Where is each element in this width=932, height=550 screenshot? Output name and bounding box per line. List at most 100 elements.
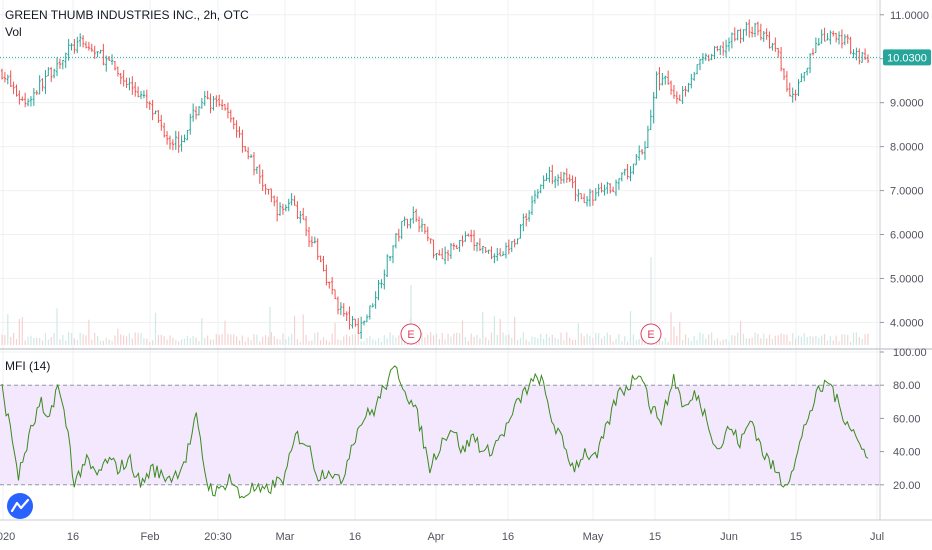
volume-bar [514,316,516,345]
volume-bar [734,335,736,345]
volume-bar [7,314,9,345]
volume-bar [180,339,183,345]
volume-bar [117,328,119,345]
volume-bar [308,341,310,345]
time-axis[interactable]: 2020 16 Feb 20:30 Mar 16 Apr 16 May 15 Jun 15 Jul [0,531,884,543]
volume-bar [140,333,142,345]
volume-bar [33,338,35,345]
volume-bar [783,334,785,345]
volume-bar [73,338,76,345]
volume-bar [389,332,391,345]
volume-bar [238,340,241,345]
volume-bar [696,340,698,345]
time-tick-label: 16 [349,531,361,543]
volume-bar [792,333,794,345]
time-tick-label: Jul [870,531,884,543]
volume-bar [760,338,762,345]
volume-bar [600,338,603,345]
volume-bar [241,335,243,345]
volume-bar [444,339,446,345]
volume-bar [453,333,455,345]
volume-bar [864,334,866,345]
volume-bar [236,336,238,345]
candlestick-series[interactable] [0,19,870,339]
volume-bar [59,339,61,345]
volume-bar [105,337,107,345]
volume-bar [230,334,232,345]
volume-bar [754,332,756,345]
volume-bar [806,337,808,345]
mfi-tick-label: 40.00 [893,447,921,459]
volume-bar [264,335,267,345]
volume-bar [47,339,49,345]
volume-bar [571,340,574,345]
volume-bar [537,338,539,345]
chart-logo-icon [10,498,30,513]
volume-bar [479,338,481,345]
volume-bar [473,336,475,345]
volume-bar [291,333,293,345]
volume-bar [70,333,73,345]
volume-bar [134,332,136,345]
volume-bar [386,338,388,345]
volume-bar [502,332,504,345]
tradingview-logo-badge[interactable] [7,493,33,519]
volume-bar [392,335,394,345]
volume-bar [120,334,122,345]
volume-bar [68,332,70,345]
volume-bar [253,334,255,345]
volume-bar [592,338,594,345]
volume-bar [577,323,579,345]
time-tick-label: Apr [427,531,444,543]
price-tick-label: 9.0000 [890,98,924,110]
volume-bar [855,332,858,345]
volume-bar [560,332,562,345]
volume-bar [143,338,145,345]
volume-bar [259,341,261,345]
volume-bar [519,338,522,345]
volume-bar [186,335,188,345]
volume-bar [632,334,634,345]
volume-bar [786,334,788,345]
earnings-marker-2[interactable]: E [640,323,662,345]
mfi-axis[interactable]: 100.00 80.00 60.00 40.00 20.00 [880,347,927,492]
volume-bar [528,341,530,345]
volume-bar [146,338,148,345]
volume-bar [829,336,831,345]
volume-bar [531,336,533,345]
earnings-marker-1[interactable]: E [400,323,422,345]
volume-bar [363,341,365,345]
volume-bar [311,340,313,345]
volume-bar [325,339,327,345]
mfi-series[interactable] [1,365,869,499]
volume-bar [826,340,829,345]
volume-bar [354,334,356,345]
price-tick-label: 6.0000 [890,230,924,242]
volume-bar [195,337,197,345]
volume-bar [88,319,90,345]
volume-bar [56,308,58,345]
volume-bar [812,336,814,345]
mfi-tick-label: 80.00 [893,380,921,392]
volume-bar [844,334,846,345]
time-tick-label: 15 [790,531,802,543]
volume-bar [395,337,397,345]
volume-bar [548,337,551,345]
volume-bar [262,336,264,345]
volume-bar [774,335,776,345]
volume-bar [650,257,652,345]
volume-bar [215,333,217,345]
volume-bar [482,312,484,345]
volume-bar [508,334,510,345]
volume-bar [563,339,565,345]
volume-bar [554,337,556,345]
volume-bar [346,334,348,345]
volume-bar [745,338,747,345]
volume-bar [189,338,191,345]
volume-bar [823,334,826,345]
earnings-marker-label: E [647,329,654,341]
volume-bar [357,332,359,345]
volume-bar [256,334,258,345]
volume-bar [1,334,3,345]
